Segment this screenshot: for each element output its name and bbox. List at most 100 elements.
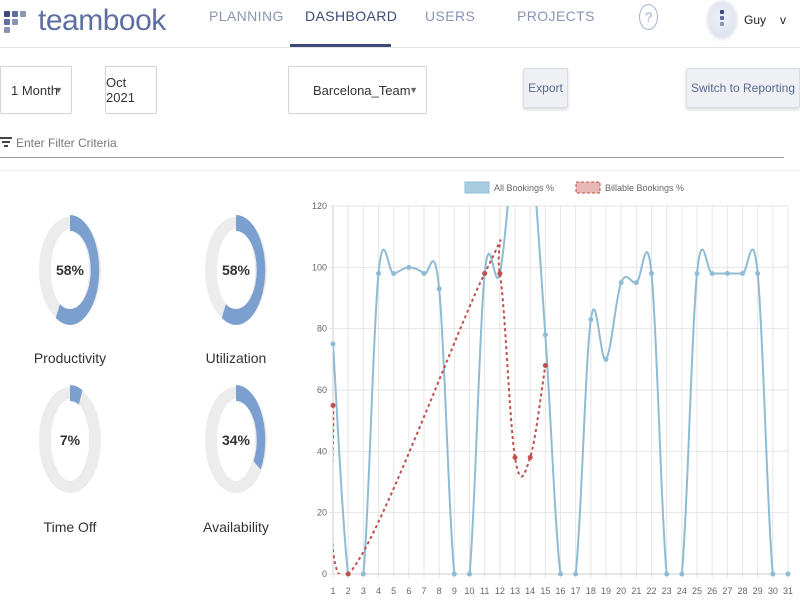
x-tick-label: 25 <box>692 586 702 596</box>
data-point-all-bookings <box>330 341 336 347</box>
x-tick-label: 18 <box>586 586 596 596</box>
data-point-billable-bookings <box>330 402 336 408</box>
x-tick-label: 30 <box>768 586 778 596</box>
x-tick-label: 7 <box>421 586 426 596</box>
legend-label-billable-bookings: Billable Bookings % <box>605 183 684 193</box>
help-icon[interactable]: ? <box>639 4 658 30</box>
logo-mark-icon <box>4 9 34 33</box>
month-picker[interactable]: Oct 2021 <box>105 66 157 114</box>
chevron-down-icon: v <box>780 13 787 27</box>
gauge-label-availability: Availability <box>203 519 269 535</box>
x-tick-label: 29 <box>753 586 763 596</box>
data-point-all-bookings <box>649 270 654 276</box>
gauge-label-utilization: Utilization <box>205 350 267 366</box>
x-tick-label: 1 <box>330 586 335 596</box>
filter-input[interactable] <box>16 132 776 154</box>
active-tab-indicator <box>290 44 391 47</box>
y-tick-label: 80 <box>317 324 327 334</box>
y-tick-label: 100 <box>312 262 327 272</box>
gauge-label-productivity: Productivity <box>33 350 107 366</box>
y-tick-label: 40 <box>317 446 327 456</box>
data-point-all-bookings <box>740 270 745 276</box>
x-tick-label: 31 <box>783 586 793 596</box>
legend-swatch-billable-bookings <box>575 181 601 194</box>
gauge-percent: 58% <box>222 262 251 278</box>
x-tick-label: 21 <box>631 586 641 596</box>
tab-projects[interactable]: PROJECTS <box>517 8 595 24</box>
export-button[interactable]: Export <box>523 68 568 108</box>
x-tick-label: 26 <box>707 586 717 596</box>
y-tick-label: 0 <box>322 569 327 579</box>
x-tick-label: 8 <box>437 586 442 596</box>
divider <box>0 170 800 171</box>
data-point-all-bookings <box>588 316 594 322</box>
donut-value-arc <box>206 385 266 495</box>
data-point-all-bookings <box>603 356 609 362</box>
y-tick-label: 60 <box>317 385 327 395</box>
x-tick-label: 15 <box>540 586 550 596</box>
data-point-billable-bookings <box>527 454 533 460</box>
y-tick-label: 120 <box>312 201 327 211</box>
donut-chart-availability: 34% <box>205 385 267 495</box>
x-tick-label: 10 <box>464 586 474 596</box>
logo-text: teambook <box>38 4 166 37</box>
legend-swatch-all-bookings <box>464 181 490 194</box>
data-point-all-bookings <box>376 270 381 276</box>
donut-value-arc <box>40 215 100 325</box>
tab-planning[interactable]: PLANNING <box>209 8 284 24</box>
data-point-all-bookings <box>618 280 624 286</box>
donut-value-arc <box>40 385 100 495</box>
gauge-percent: 58% <box>56 262 85 278</box>
data-point-billable-bookings <box>542 362 548 368</box>
x-tick-label: 13 <box>510 586 520 596</box>
x-tick-label: 6 <box>406 586 411 596</box>
series-line-billable-bookings <box>333 239 547 574</box>
data-point-billable-bookings <box>512 454 518 460</box>
x-tick-label: 23 <box>662 586 672 596</box>
data-point-all-bookings <box>755 270 761 276</box>
data-point-billable-bookings <box>482 270 488 276</box>
data-point-all-bookings <box>542 332 548 338</box>
x-tick-label: 9 <box>452 586 457 596</box>
switch-to-reporting-button[interactable]: Switch to Reporting <box>686 68 800 108</box>
x-tick-label: 19 <box>601 586 611 596</box>
bookings-line-chart: 1 2 3 4 5 6 7 8 9 10 11 12 13 14 15 16 17 18 19 20 21 22 23 24 2… <box>312 181 793 596</box>
teambook-logo[interactable]: teambook <box>4 4 166 38</box>
user-menu[interactable]: Guy v <box>708 0 786 40</box>
donut-chart-utilization: 58% <box>205 215 267 325</box>
x-tick-label: 12 <box>495 586 505 596</box>
team-select[interactable]: Barcelona_Team ▼ <box>288 66 427 114</box>
top-bar: teambook PLANNING DASHBOARD USERS PROJEC… <box>0 0 800 48</box>
caret-down-icon: ▼ <box>409 85 418 95</box>
data-point-all-bookings <box>709 270 715 276</box>
tab-users[interactable]: USERS <box>425 8 476 24</box>
data-point-all-bookings <box>633 280 639 286</box>
x-tick-label: 2 <box>346 586 351 596</box>
chart-legend: All Bookings % Billable Bookings % <box>464 181 684 194</box>
donut-chart-productivity: 58% <box>39 215 101 325</box>
gauge-label-time-off: Time Off <box>43 519 97 535</box>
donut-value-arc <box>206 215 266 325</box>
x-tick-label: 22 <box>646 586 656 596</box>
gauge-percent: 34% <box>222 432 251 448</box>
data-point-all-bookings <box>436 286 442 292</box>
data-point-all-bookings <box>391 270 397 276</box>
avatar <box>708 2 736 38</box>
x-tick-label: 28 <box>737 586 747 596</box>
period-select[interactable]: 1 Month ▼ <box>0 66 72 114</box>
data-point-all-bookings <box>421 270 427 276</box>
data-point-all-bookings <box>573 571 579 577</box>
data-point-billable-bookings <box>497 270 503 276</box>
data-point-all-bookings <box>558 571 563 577</box>
filter-icon <box>0 137 12 147</box>
donut-chart-time-off: 7% <box>39 385 101 495</box>
data-point-all-bookings <box>360 571 366 577</box>
gauge-time-off: 7% <box>0 380 140 498</box>
month-picker-value: Oct 2021 <box>106 75 135 105</box>
legend-label-all-bookings: All Bookings % <box>494 183 554 193</box>
tab-dashboard[interactable]: DASHBOARD <box>305 8 398 24</box>
x-tick-label: 16 <box>555 586 565 596</box>
y-tick-label: 20 <box>317 508 327 518</box>
caret-down-icon: ▼ <box>54 85 63 95</box>
user-name: Guy <box>744 13 767 27</box>
